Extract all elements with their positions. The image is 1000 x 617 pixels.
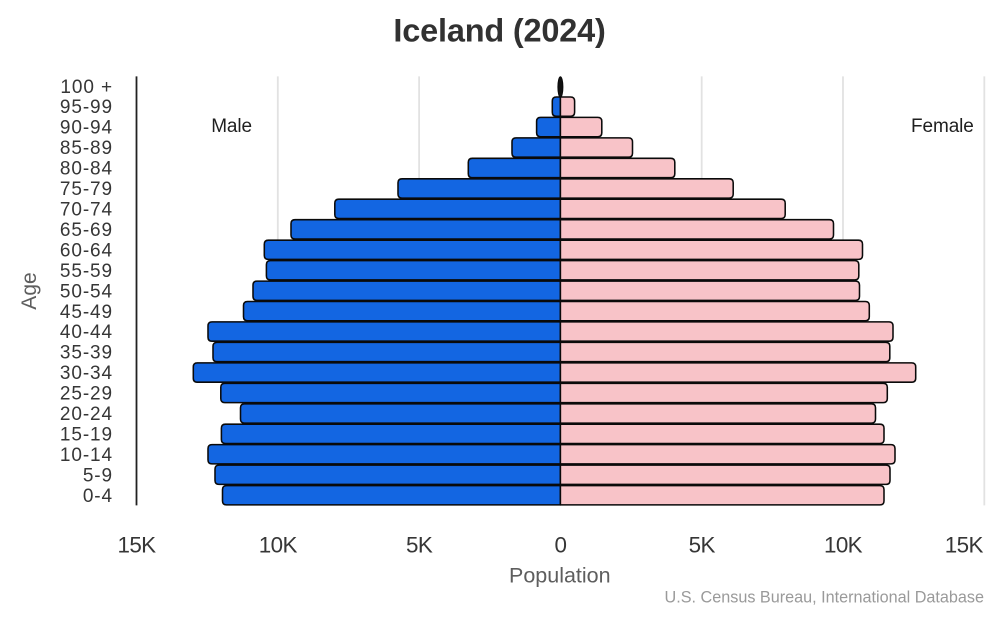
svg-text:40-44: 40-44 xyxy=(60,322,113,343)
svg-text:35-39: 35-39 xyxy=(60,343,113,364)
svg-text:30-34: 30-34 xyxy=(60,363,113,384)
svg-text:5K: 5K xyxy=(406,532,433,557)
svg-text:10K: 10K xyxy=(259,532,298,557)
svg-text:10-14: 10-14 xyxy=(60,445,113,466)
svg-text:65-69: 65-69 xyxy=(60,220,113,241)
svg-text:15K: 15K xyxy=(117,532,156,557)
svg-text:15-19: 15-19 xyxy=(60,424,113,445)
svg-text:75-79: 75-79 xyxy=(60,179,113,200)
svg-text:70-74: 70-74 xyxy=(60,200,113,221)
svg-text:10K: 10K xyxy=(824,532,863,557)
svg-text:20-24: 20-24 xyxy=(60,404,113,425)
svg-text:Age: Age xyxy=(18,272,41,309)
svg-text:Population: Population xyxy=(509,563,611,587)
svg-text:U.S. Census Bureau, Internatio: U.S. Census Bureau, International Databa… xyxy=(665,589,984,607)
svg-text:100 +: 100 + xyxy=(60,77,113,98)
svg-text:25-29: 25-29 xyxy=(60,384,113,405)
svg-text:55-59: 55-59 xyxy=(60,261,113,282)
svg-text:45-49: 45-49 xyxy=(60,302,113,323)
svg-text:Female: Female xyxy=(911,116,974,137)
svg-text:50-54: 50-54 xyxy=(60,281,113,302)
svg-text:15K: 15K xyxy=(945,532,984,557)
svg-text:Iceland (2024): Iceland (2024) xyxy=(393,13,605,49)
svg-text:60-64: 60-64 xyxy=(60,240,113,261)
svg-text:90-94: 90-94 xyxy=(60,118,113,139)
svg-text:5K: 5K xyxy=(689,532,716,557)
svg-text:0: 0 xyxy=(554,532,566,557)
svg-text:95-99: 95-99 xyxy=(60,97,113,118)
svg-text:5-9: 5-9 xyxy=(83,465,113,486)
svg-text:Male: Male xyxy=(211,116,252,137)
svg-text:85-89: 85-89 xyxy=(60,138,113,159)
svg-text:80-84: 80-84 xyxy=(60,159,113,180)
svg-text:0-4: 0-4 xyxy=(83,486,113,507)
